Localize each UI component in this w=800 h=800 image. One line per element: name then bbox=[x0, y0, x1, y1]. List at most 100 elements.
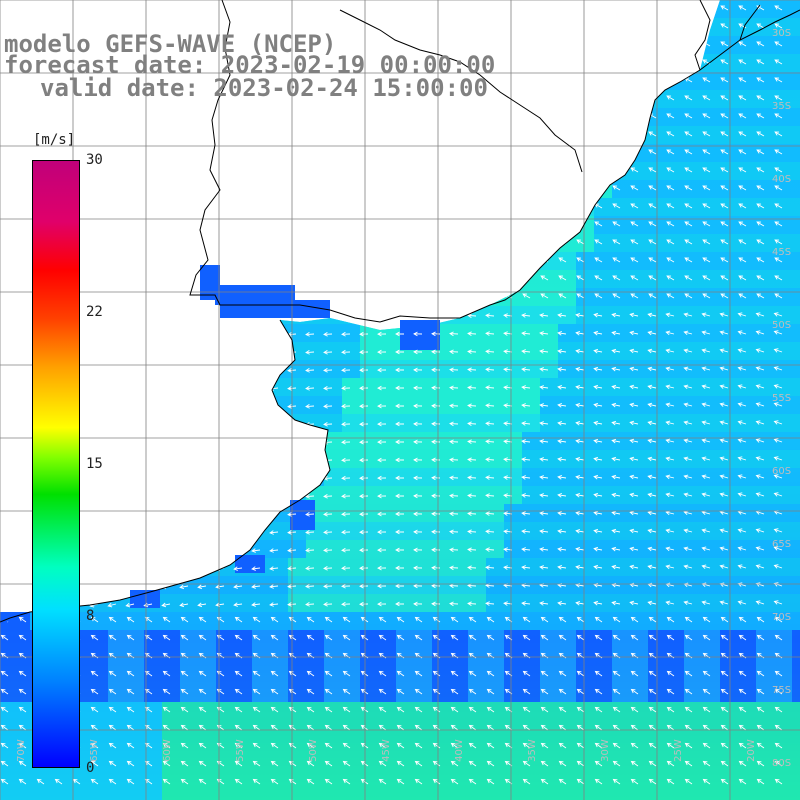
wind-arrow bbox=[720, 634, 729, 641]
wind-arrow bbox=[612, 724, 621, 731]
wind-arrow bbox=[774, 239, 783, 245]
wind-arrow bbox=[702, 257, 711, 263]
wind-arrow bbox=[629, 366, 639, 372]
wind-arrow bbox=[359, 493, 369, 499]
wind-arrow bbox=[684, 778, 693, 785]
wind-arrow bbox=[719, 402, 729, 407]
wind-arrow bbox=[431, 601, 441, 607]
wind-arrow bbox=[305, 368, 315, 373]
wind-arrow bbox=[737, 366, 747, 371]
wind-arrow bbox=[702, 221, 711, 227]
wind-arrow bbox=[467, 457, 477, 462]
wind-arrow bbox=[341, 439, 351, 445]
wind-arrow bbox=[702, 670, 711, 677]
wind-arrow bbox=[774, 706, 783, 713]
wind-arrow bbox=[413, 547, 423, 553]
wind-arrow bbox=[720, 275, 729, 281]
wind-arrow bbox=[126, 760, 135, 767]
wind-arrow bbox=[432, 634, 441, 641]
wind-arrow bbox=[252, 634, 261, 641]
wind-arrow bbox=[485, 475, 495, 480]
wind-arrow bbox=[666, 113, 675, 119]
wind-arrow bbox=[666, 131, 675, 137]
wind-arrow bbox=[162, 634, 171, 641]
wind-arrow bbox=[611, 402, 621, 408]
wind-arrow bbox=[719, 492, 729, 497]
wind-arrow bbox=[378, 760, 387, 767]
wind-arrow bbox=[756, 634, 765, 641]
wind-arrow bbox=[468, 670, 477, 677]
wind-arrow bbox=[756, 670, 765, 677]
wind-arrow bbox=[522, 778, 531, 785]
wind-arrow bbox=[396, 634, 405, 641]
wind-arrow bbox=[557, 331, 567, 336]
wind-arrow bbox=[431, 457, 441, 463]
wind-arrow bbox=[647, 546, 657, 552]
wind-arrow bbox=[756, 778, 765, 785]
wind-arrow bbox=[756, 724, 765, 731]
wind-arrow bbox=[450, 724, 459, 731]
wind-arrow bbox=[108, 688, 117, 695]
wind-arrow bbox=[756, 221, 765, 227]
wind-arrow bbox=[756, 742, 765, 749]
wind-arrow bbox=[539, 547, 549, 552]
wind-arrow bbox=[593, 420, 603, 426]
wind-arrow bbox=[647, 384, 657, 390]
wind-arrow bbox=[774, 670, 783, 677]
wind-arrow bbox=[594, 760, 603, 767]
wind-arrow bbox=[341, 367, 351, 373]
wind-arrow bbox=[666, 670, 675, 677]
wind-arrow bbox=[720, 293, 729, 299]
wind-arrow bbox=[557, 439, 567, 444]
wind-arrow bbox=[180, 778, 189, 785]
wind-arrow bbox=[486, 688, 495, 695]
wind-arrow bbox=[611, 330, 621, 336]
wind-arrow bbox=[162, 616, 171, 623]
wind-arrow bbox=[719, 420, 729, 425]
wind-arrow bbox=[251, 566, 261, 571]
wind-arrow bbox=[413, 457, 423, 463]
wind-arrow bbox=[270, 670, 279, 677]
wind-arrow bbox=[270, 706, 279, 713]
wind-arrow bbox=[90, 724, 99, 731]
wind-arrow bbox=[179, 584, 189, 590]
wind-arrow bbox=[395, 529, 405, 535]
wind-arrow bbox=[540, 275, 549, 281]
wind-arrow bbox=[755, 456, 765, 461]
wind-arrow bbox=[522, 634, 531, 641]
wind-arrow bbox=[738, 185, 747, 191]
wind-arrow bbox=[612, 203, 621, 209]
wind-arrow bbox=[755, 384, 765, 389]
wind-arrow bbox=[161, 602, 171, 608]
colorbar-tick-0: 0 bbox=[86, 760, 95, 776]
wind-arrow bbox=[126, 724, 135, 731]
wind-arrow bbox=[683, 528, 693, 534]
wind-arrow bbox=[756, 203, 765, 209]
lat-label: 45S bbox=[772, 247, 792, 258]
wind-arrow bbox=[450, 616, 459, 623]
wind-arrow bbox=[323, 601, 333, 607]
wind-arrow bbox=[485, 529, 495, 534]
wind-arrow bbox=[414, 688, 423, 695]
wind-arrow bbox=[647, 312, 657, 318]
wind-arrow bbox=[630, 185, 639, 191]
wind-arrow bbox=[234, 778, 243, 785]
wind-arrow bbox=[467, 511, 477, 516]
wind-arrow bbox=[720, 724, 729, 731]
wind-arrow bbox=[774, 113, 783, 119]
wind-arrow bbox=[557, 403, 567, 408]
wind-arrow bbox=[719, 546, 729, 551]
wind-arrow bbox=[593, 510, 603, 516]
wind-arrow bbox=[738, 724, 747, 731]
wind-arrow bbox=[450, 778, 459, 785]
wind-arrow bbox=[522, 760, 531, 767]
wind-arrow bbox=[449, 385, 459, 391]
wind-arrow bbox=[324, 724, 333, 731]
wind-arrow bbox=[324, 634, 333, 641]
wind-arrow bbox=[665, 384, 675, 390]
wind-arrow bbox=[378, 616, 387, 623]
wind-arrow bbox=[468, 706, 477, 713]
wind-arrow bbox=[701, 312, 711, 317]
wind-arrow bbox=[198, 778, 207, 785]
wind-arrow bbox=[666, 293, 675, 299]
